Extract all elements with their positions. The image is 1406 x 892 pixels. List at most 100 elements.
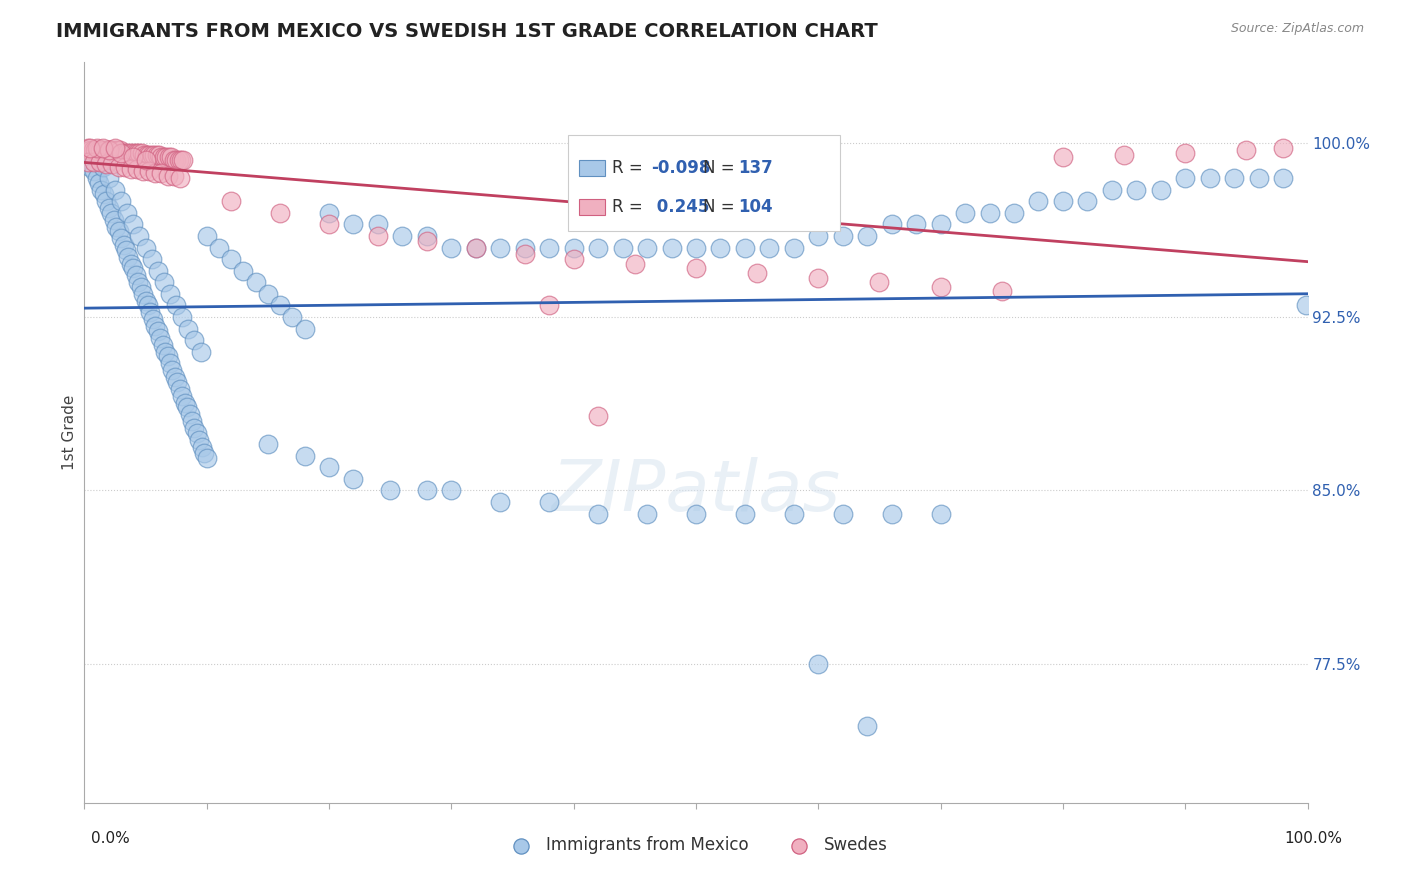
Point (245, 275, 267, 289)
Point (208, 240, 231, 254)
Text: N =: N = (703, 198, 740, 216)
Text: IMMIGRANTS FROM MEXICO VS SWEDISH 1ST GRADE CORRELATION CHART: IMMIGRANTS FROM MEXICO VS SWEDISH 1ST GR… (56, 22, 877, 41)
Point (183, 421, 205, 435)
Point (159, 286, 181, 301)
Point (464, 240, 486, 254)
Point (1002, 206, 1025, 220)
Point (115, 145, 138, 160)
Point (90, 183, 112, 197)
Point (440, 483, 463, 498)
Text: 137: 137 (738, 159, 773, 178)
Point (122, 261, 145, 276)
Point (145, 148, 167, 162)
Point (172, 388, 194, 402)
Point (142, 312, 165, 326)
Point (586, 507, 609, 521)
Point (173, 395, 195, 409)
Point (661, 240, 683, 254)
Legend: Immigrants from Mexico, Swedes: Immigrants from Mexico, Swedes (498, 830, 894, 861)
Point (86, 171, 108, 186)
Point (138, 148, 160, 162)
Point (342, 218, 364, 232)
Point (929, 280, 952, 294)
Y-axis label: 1st Grade: 1st Grade (62, 395, 77, 470)
Point (104, 141, 127, 155)
Point (125, 268, 148, 283)
Point (195, 451, 218, 466)
Point (257, 437, 280, 451)
Point (1052, 194, 1074, 209)
Point (110, 194, 132, 209)
Point (125, 145, 148, 160)
Point (150, 150, 173, 164)
Point (783, 507, 806, 521)
Point (219, 194, 242, 209)
Point (120, 161, 142, 176)
Point (150, 166, 173, 180)
Point (105, 219, 128, 234)
Point (177, 321, 200, 335)
Point (135, 240, 157, 254)
Point (562, 240, 585, 254)
Point (136, 298, 159, 312)
Point (179, 407, 201, 421)
Point (991, 285, 1014, 299)
Point (538, 495, 561, 509)
Point (538, 298, 561, 312)
Point (747, 266, 769, 280)
Point (318, 218, 340, 232)
Point (97, 144, 120, 158)
Point (96, 157, 118, 171)
Point (91, 144, 114, 158)
Point (880, 507, 903, 521)
Point (219, 252, 242, 266)
Point (138, 164, 160, 178)
Point (685, 261, 707, 276)
Point (108, 144, 131, 158)
Point (94, 144, 117, 158)
Point (831, 507, 853, 521)
Point (513, 247, 536, 261)
Point (636, 507, 658, 521)
Point (685, 507, 707, 521)
Point (165, 298, 187, 312)
Point (367, 218, 389, 232)
Point (929, 507, 952, 521)
Point (101, 144, 124, 158)
Point (132, 164, 155, 178)
Point (77, 141, 100, 155)
Point (1028, 194, 1050, 209)
Point (114, 145, 136, 160)
Point (86, 141, 108, 155)
Point (195, 229, 218, 244)
Point (91, 160, 114, 174)
Point (1247, 171, 1270, 186)
Point (125, 161, 148, 176)
Point (122, 150, 145, 164)
Point (82, 144, 104, 158)
Point (380, 483, 402, 498)
Point (79, 144, 101, 158)
Point (98, 144, 121, 158)
Point (143, 319, 166, 334)
Point (342, 472, 364, 486)
Point (83, 155, 105, 169)
Point (176, 400, 198, 414)
Point (1236, 144, 1258, 158)
Point (636, 240, 658, 254)
Point (132, 286, 155, 301)
Point (489, 495, 512, 509)
Point (807, 270, 830, 285)
Point (128, 145, 150, 160)
Point (103, 212, 125, 227)
Point (1223, 171, 1246, 186)
Point (166, 375, 188, 389)
Point (169, 382, 191, 396)
Point (831, 229, 853, 244)
Point (186, 425, 208, 440)
Text: -0.098: -0.098 (651, 159, 710, 178)
Point (79, 160, 101, 174)
Point (586, 240, 609, 254)
Point (86, 148, 108, 162)
Point (153, 275, 176, 289)
